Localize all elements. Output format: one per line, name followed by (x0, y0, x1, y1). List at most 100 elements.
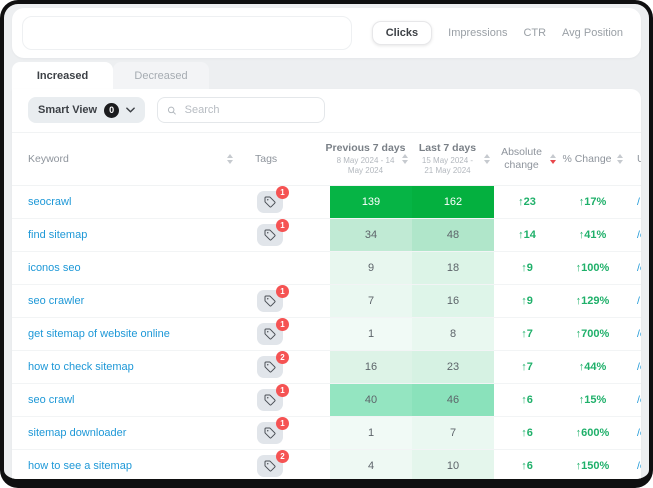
url-link[interactable]: /en/ (625, 351, 641, 383)
url-link[interactable]: / (625, 186, 641, 218)
tag-count-badge: 1 (276, 285, 289, 298)
tag-chip[interactable]: 1 (257, 186, 289, 213)
table-body: seocrawl 1 139 162 ↑23 ↑17% / find sitemap 1 34 48… (12, 186, 641, 488)
header-url-label: URL (637, 153, 641, 165)
tag-icon (264, 394, 276, 406)
tags-cell: 1 (245, 285, 330, 317)
keyword-link[interactable] (12, 483, 245, 488)
tab-increased[interactable]: Increased (12, 62, 113, 89)
search-box (157, 97, 326, 123)
sort-icon-absolute-active[interactable] (549, 154, 556, 164)
url-link[interactable]: /em (625, 252, 641, 284)
previous-clicks-cell: 1 (330, 318, 412, 350)
absolute-change-cell: ↑23 (518, 196, 536, 208)
tab-decreased[interactable]: Decreased (113, 62, 209, 89)
tags-cell: 2 (245, 351, 330, 383)
tags-cell: 1 (245, 219, 330, 251)
search-input[interactable] (182, 103, 316, 117)
metric-tab-ctr[interactable]: CTR (523, 27, 547, 39)
header-absolute-change[interactable]: Absolute change (494, 146, 560, 171)
previous-clicks-cell: 139 (330, 186, 412, 218)
tag-chip[interactable]: 1 (257, 384, 289, 411)
header-keyword[interactable]: Keyword (12, 153, 245, 165)
tags-cell (245, 252, 330, 284)
tags-cell: 1 (245, 483, 330, 488)
keyword-link[interactable]: seo crawl (28, 394, 75, 406)
last-clicks-cell: 46 (412, 384, 494, 416)
tag-icon (264, 295, 276, 307)
keyword-link[interactable]: how to see a sitemap (28, 460, 132, 472)
tag-chip[interactable]: 2 (257, 450, 289, 477)
main-card: Smart View 0 Keyword Tags Previous 7 day… (12, 89, 641, 488)
url-link[interactable]: /en/ (625, 417, 641, 449)
percent-change-cell: ↑15% (578, 394, 607, 406)
keyword-link[interactable]: sitemap downloader (28, 427, 127, 439)
tag-chip[interactable]: 2 (257, 351, 289, 378)
tags-cell: 1 (245, 318, 330, 350)
absolute-change-cell: ↑14 (518, 229, 536, 241)
url-link[interactable]: /en/ (625, 318, 641, 350)
url-text: /en/ (637, 460, 641, 472)
filter-bar-placeholder[interactable] (22, 16, 352, 50)
header-percent-change[interactable]: % Change (560, 153, 625, 165)
header-keyword-label: Keyword (28, 153, 69, 165)
smart-view-dropdown[interactable]: Smart View 0 (28, 97, 146, 123)
url-link[interactable]: /en/ (625, 219, 641, 251)
sort-icon-previous[interactable] (401, 154, 408, 164)
table-row: get sitemap of website online 1 1 8 ↑7 ↑700% /… (12, 318, 641, 351)
tag-count-badge: 1 (276, 483, 289, 488)
chevron-down-icon (126, 107, 135, 113)
sort-icon-keyword[interactable] (227, 154, 233, 164)
tags-cell: 1 (245, 186, 330, 218)
tag-chip[interactable]: 1 (257, 318, 289, 345)
header-url: URL (625, 153, 641, 165)
keyword-link[interactable]: seocrawl (28, 196, 72, 208)
url-text: / (637, 196, 640, 208)
absolute-change-cell: ↑6 (521, 394, 533, 406)
metric-segmented-control: Clicks Impressions CTR Avg Position (361, 17, 633, 49)
header-percent-label: % Change (562, 153, 612, 165)
keyword-link[interactable]: iconos seo (28, 262, 81, 274)
sort-icon-percent[interactable] (616, 154, 623, 164)
keyword-link[interactable]: seo crawler (28, 295, 85, 307)
url-text: /en/ (637, 361, 641, 373)
last-clicks-cell: 16 (412, 285, 494, 317)
tag-chip[interactable]: 1 (257, 417, 289, 444)
tags-cell: 1 (245, 417, 330, 449)
tag-chip[interactable]: 1 (257, 219, 289, 246)
table-controls: Smart View 0 (12, 97, 641, 123)
metric-tab-impressions[interactable]: Impressions (448, 27, 508, 39)
previous-clicks-cell: 34 (330, 219, 412, 251)
metric-tab-clicks[interactable]: Clicks (371, 21, 433, 45)
tags-cell: 1 (245, 384, 330, 416)
absolute-change-cell: ↑7 (521, 361, 533, 373)
absolute-change-cell (494, 483, 560, 488)
table-row: seocrawl 1 139 162 ↑23 ↑17% / (12, 186, 641, 219)
url-link[interactable]: /en/ (625, 384, 641, 416)
tag-count-badge: 1 (276, 219, 289, 232)
tag-chip[interactable]: 1 (257, 285, 289, 312)
header-previous-7-days[interactable]: Previous 7 days 8 May 2024 - 14 May 2024 (326, 142, 412, 176)
header-last-7-days[interactable]: Last 7 days 15 May 2024 - 21 May 2024 (412, 142, 494, 176)
metric-tab-avg-position[interactable]: Avg Position (562, 27, 623, 39)
last-clicks-cell: 23 (412, 351, 494, 383)
tag-count-badge: 1 (276, 384, 289, 397)
percent-change-cell: ↑700% (575, 328, 610, 340)
url-link[interactable] (625, 483, 641, 488)
table-row: 1 (12, 483, 641, 488)
previous-clicks-cell: 16 (330, 351, 412, 383)
percent-change-cell: ↑600% (575, 427, 610, 439)
sort-icon-last[interactable] (483, 154, 490, 164)
url-text: / (637, 295, 640, 307)
keyword-link[interactable]: find sitemap (28, 229, 88, 241)
top-toolbar: Clicks Impressions CTR Avg Position (12, 8, 641, 58)
keyword-link[interactable]: how to check sitemap (28, 361, 134, 373)
keyword-link[interactable]: get sitemap of website online (28, 328, 170, 340)
tag-count-badge: 2 (276, 450, 289, 463)
url-link[interactable]: / (625, 285, 641, 317)
header-last-title: Last 7 days (418, 142, 477, 154)
table-row: seo crawler 1 7 16 ↑9 ↑129% / (12, 285, 641, 318)
url-link[interactable]: /en/ (625, 450, 641, 479)
